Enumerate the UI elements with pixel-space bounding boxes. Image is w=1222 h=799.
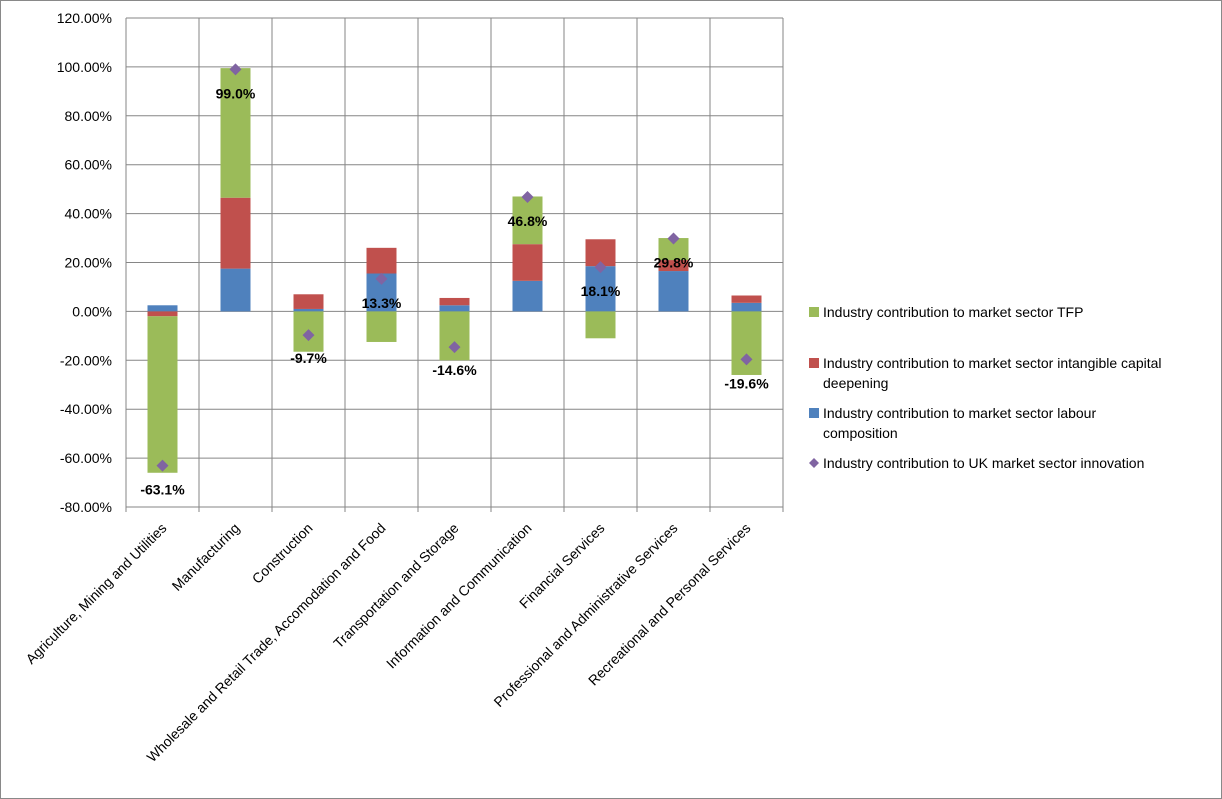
bar-segment-series-2: [366, 311, 397, 342]
legend-label: Industry contribution to market sector T…: [823, 304, 1083, 320]
total-marker: [156, 459, 169, 472]
y-tick-label: 120.00%: [57, 10, 112, 26]
x-category-label: Recreational and Personal Services: [585, 520, 754, 689]
data-label: 99.0%: [216, 85, 256, 101]
bar-segment-series-0: [585, 266, 616, 312]
y-tick-label: -20.00%: [60, 352, 112, 368]
total-marker: [375, 272, 388, 285]
x-category-label: Manufacturing: [169, 520, 243, 594]
legend-label: Industry contribution to market sector i…: [823, 355, 1162, 371]
bar-segment-series-0: [658, 271, 689, 312]
bar-segment-series-1: [366, 247, 397, 274]
y-tick-label: 40.00%: [65, 206, 112, 222]
x-category-label: Construction: [249, 520, 316, 587]
total-marker: [302, 329, 315, 342]
total-marker: [448, 341, 461, 354]
axes: 120.00% 100.00% 80.00% 60.00% 40.00% 20.00% 0.…: [22, 10, 784, 765]
bar-segment-series-1: [147, 311, 178, 317]
y-tick-label: 80.00%: [65, 108, 112, 124]
bar-segment-series-0: [147, 305, 178, 312]
y-tick-label: 100.00%: [57, 59, 112, 75]
bar-segment-series-0: [293, 308, 324, 312]
legend-marker: [809, 307, 819, 317]
bar-segment-series-2: [658, 238, 689, 261]
x-category-label: Transportation and Storage: [330, 520, 462, 652]
x-category-label: Information and Communication: [383, 520, 535, 672]
bar-segment-series-1: [220, 197, 251, 269]
bar-segment-series-1: [658, 260, 689, 272]
data-label: 29.8%: [654, 255, 694, 271]
data-label: -63.1%: [140, 482, 185, 498]
bar-segment-series-0: [731, 302, 762, 312]
legend: Industry contribution to market sector T…: [809, 304, 1162, 471]
y-tick-label: 20.00%: [65, 255, 112, 271]
total-markers: [156, 63, 753, 472]
total-marker: [229, 63, 242, 76]
y-tick-label: 0.00%: [72, 303, 112, 319]
y-tick-label: -80.00%: [60, 499, 112, 515]
bar-segment-series-0: [220, 268, 251, 312]
data-label: -9.7%: [290, 350, 327, 366]
y-tick-label: 60.00%: [65, 157, 112, 173]
y-tick-label: -40.00%: [60, 401, 112, 417]
bar-segment-series-1: [512, 244, 543, 281]
bars: [147, 68, 762, 473]
bar-segment-series-0: [512, 280, 543, 312]
bar-segment-series-2: [585, 311, 616, 339]
legend-label: Industry contribution to market sector l…: [823, 405, 1096, 421]
data-label: 46.8%: [508, 213, 548, 229]
legend-label: deepening: [823, 375, 888, 391]
bar-segment-series-2: [147, 316, 178, 473]
bar-segment-series-0: [439, 305, 470, 312]
data-labels: -63.1% 99.0% -9.7% 13.3% -14.6% 46.8% 18.1% 29.…: [140, 85, 769, 497]
bar-segment-series-2: [731, 311, 762, 375]
legend-marker: [809, 458, 819, 468]
legend-label: Industry contribution to UK market secto…: [823, 455, 1144, 471]
data-label: 13.3%: [362, 295, 402, 311]
x-category-label: Agriculture, Mining and Utilities: [22, 520, 169, 667]
bar-segment-series-2: [220, 68, 251, 198]
legend-marker: [809, 408, 819, 418]
bar-segment-series-1: [439, 297, 470, 306]
data-label: -19.6%: [724, 375, 769, 391]
legend-marker: [809, 358, 819, 368]
data-label: -14.6%: [432, 362, 477, 378]
bar-segment-series-2: [512, 196, 543, 245]
legend-label: composition: [823, 425, 898, 441]
total-marker: [740, 353, 753, 366]
x-category-label: Wholesale and Retail Trade, Accomodation…: [143, 520, 388, 765]
bar-segment-series-1: [293, 294, 324, 309]
total-marker: [594, 261, 607, 274]
bar-segment-series-1: [731, 295, 762, 303]
total-marker: [521, 190, 534, 203]
total-marker: [667, 232, 680, 245]
y-tick-label: -60.00%: [60, 450, 112, 466]
data-label: 18.1%: [581, 283, 621, 299]
